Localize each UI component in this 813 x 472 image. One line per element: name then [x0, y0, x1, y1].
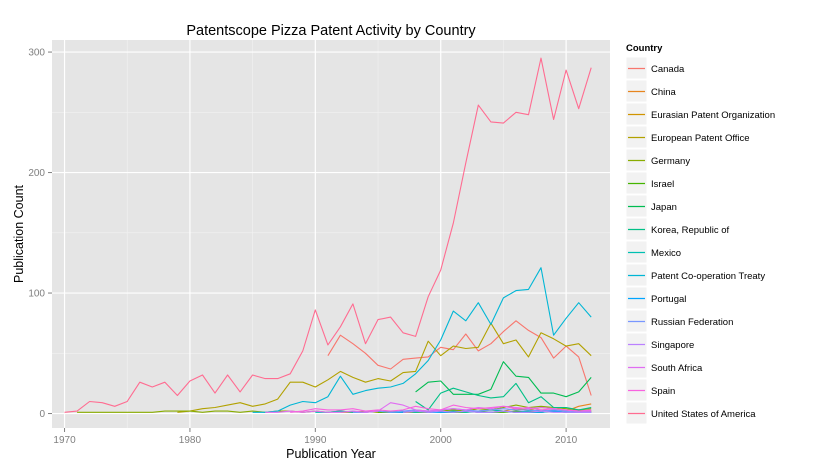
- series-line-japan: [415, 361, 592, 398]
- x-tick-label: 1990: [304, 435, 327, 446]
- series-line-south-africa: [265, 402, 592, 413]
- x-tick-label: 1970: [53, 435, 76, 446]
- series-line-european-patent-office: [177, 322, 592, 413]
- legend-label-united-states-of-america: United States of America: [651, 409, 756, 420]
- y-tick-label: 300: [28, 48, 45, 59]
- y-tick-label: 200: [28, 168, 45, 179]
- y-tick-label: 0: [39, 409, 45, 420]
- series-line-united-states-of-america: [64, 57, 592, 413]
- x-axis-title: Publication Year: [286, 447, 376, 461]
- minor-gridlines: [52, 40, 610, 428]
- legend-label-singapore: Singapore: [651, 340, 694, 351]
- x-tick-label: 2000: [430, 435, 453, 446]
- chart-title: Patentscope Pizza Patent Activity by Cou…: [186, 23, 476, 39]
- y-axis-title: Publication Count: [12, 184, 26, 283]
- legend-label-germany: Germany: [651, 156, 690, 167]
- legend-label-china: China: [651, 87, 677, 98]
- legend-label-russian-federation: Russian Federation: [651, 317, 733, 328]
- major-gridlines: [52, 40, 610, 428]
- legend: Canada China Eurasian Patent Organization E…: [625, 56, 775, 425]
- legend-label-canada: Canada: [651, 64, 685, 75]
- series-line-canada: [327, 320, 592, 396]
- x-tick-label: 1980: [179, 435, 202, 446]
- legend-label-patent-co-operation-treaty: Patent Co-operation Treaty: [651, 271, 765, 282]
- x-axis-ticks: 1970 1980 1990 2000 2010: [53, 428, 578, 446]
- legend-label-mexico: Mexico: [651, 248, 681, 259]
- legend-label-eurasian-patent-organization: Eurasian Patent Organization: [651, 110, 775, 121]
- series-line-singapore: [403, 410, 592, 413]
- legend-label-south-africa: South Africa: [651, 363, 703, 374]
- y-axis-ticks: 0 100 200 300: [28, 48, 52, 420]
- legend-label-japan: Japan: [651, 202, 677, 213]
- series-lines: [64, 57, 592, 413]
- x-tick-label: 2010: [555, 435, 578, 446]
- series-line-spain: [290, 404, 592, 413]
- y-tick-label: 100: [28, 289, 45, 300]
- series-line-korea-republic-of: [415, 382, 592, 411]
- legend-label-spain: Spain: [651, 386, 675, 397]
- legend-label-european-patent-office: European Patent Office: [651, 133, 750, 144]
- legend-label-korea-republic-of: Korea, Republic of: [651, 225, 730, 236]
- legend-label-portugal: Portugal: [651, 294, 686, 305]
- plot-panel: [52, 40, 610, 428]
- series-line-patent-co-operation-treaty: [252, 267, 592, 413]
- legend-title: Country: [626, 43, 663, 54]
- series-line-russian-federation: [352, 408, 592, 413]
- legend-label-israel: Israel: [651, 179, 674, 190]
